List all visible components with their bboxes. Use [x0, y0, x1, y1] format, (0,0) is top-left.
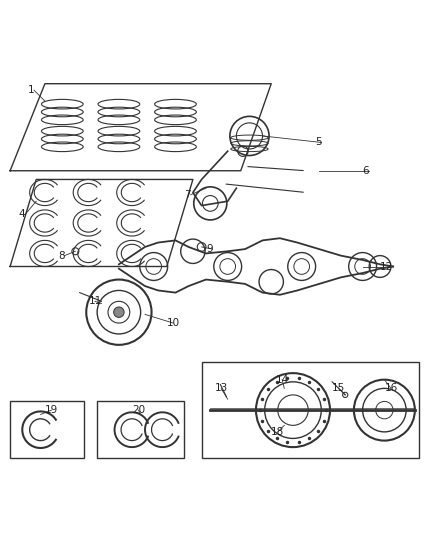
- Text: 8: 8: [58, 251, 64, 261]
- Circle shape: [114, 307, 124, 318]
- Text: 4: 4: [19, 209, 25, 219]
- Text: 5: 5: [315, 138, 321, 148]
- Text: 12: 12: [380, 262, 393, 271]
- Bar: [97, 401, 184, 458]
- Bar: [201, 362, 419, 458]
- Bar: [10, 401, 84, 458]
- Text: 11: 11: [88, 296, 102, 306]
- Text: 18: 18: [271, 427, 284, 437]
- Text: 1: 1: [28, 85, 34, 95]
- Text: 19: 19: [45, 405, 58, 415]
- Text: 13: 13: [215, 383, 228, 393]
- Text: 15: 15: [332, 383, 346, 393]
- Text: 7: 7: [184, 190, 191, 200]
- Text: 14: 14: [276, 375, 289, 385]
- Text: 16: 16: [385, 383, 398, 393]
- Text: 9: 9: [206, 244, 212, 254]
- Text: 6: 6: [363, 166, 369, 176]
- Text: 20: 20: [132, 405, 145, 415]
- Text: 10: 10: [167, 318, 180, 328]
